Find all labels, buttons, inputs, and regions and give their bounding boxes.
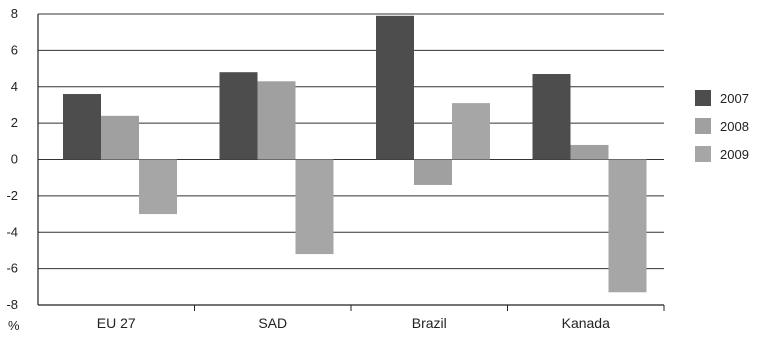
y-tick-label: 0 — [11, 152, 18, 167]
legend-swatch — [695, 118, 711, 134]
y-tick-label: -2 — [6, 188, 18, 203]
y-tick-label: 4 — [11, 79, 18, 94]
labels: % 8 6 4 2 0 -2 -4 -6 -8 EU 27 SAD Brazil Kanada — [6, 6, 610, 333]
y-tick-label: -4 — [6, 224, 18, 239]
legend-swatch — [695, 90, 711, 106]
legend-label: 2009 — [720, 147, 749, 162]
y-tick-label: 8 — [11, 6, 18, 21]
legend-label: 2007 — [720, 91, 749, 106]
y-tick-label: -6 — [6, 261, 18, 276]
y-tick-label: 6 — [11, 42, 18, 57]
bar-2009-kanada — [608, 159, 647, 293]
category-label: Kanada — [562, 315, 610, 331]
category-label: Brazil — [412, 315, 447, 331]
y-tick-label: 2 — [11, 115, 18, 130]
category-label: SAD — [258, 315, 287, 331]
bar-2007-brazil — [376, 15, 414, 160]
bars — [63, 15, 647, 293]
bar-2008-brazil — [414, 159, 452, 185]
legend-label: 2008 — [720, 119, 749, 134]
bar-2007-sad — [219, 72, 258, 160]
y-tick-label: -8 — [6, 297, 18, 312]
bar-2008-sad — [257, 81, 296, 160]
legend-swatch — [695, 146, 711, 162]
legend: 2007 2008 2009 — [695, 90, 749, 162]
bar-2007-kanada — [532, 74, 571, 160]
bar-2008-kanada — [570, 144, 609, 160]
y-unit-label: % — [8, 318, 20, 333]
bar-2009-brazil — [452, 103, 490, 160]
category-label: EU 27 — [97, 315, 136, 331]
bar-2009-eu-27 — [139, 159, 177, 215]
axes — [37, 14, 665, 311]
bar-2008-eu-27 — [101, 115, 139, 160]
bar-2009-sad — [295, 159, 334, 255]
bar-2007-eu-27 — [63, 94, 101, 160]
